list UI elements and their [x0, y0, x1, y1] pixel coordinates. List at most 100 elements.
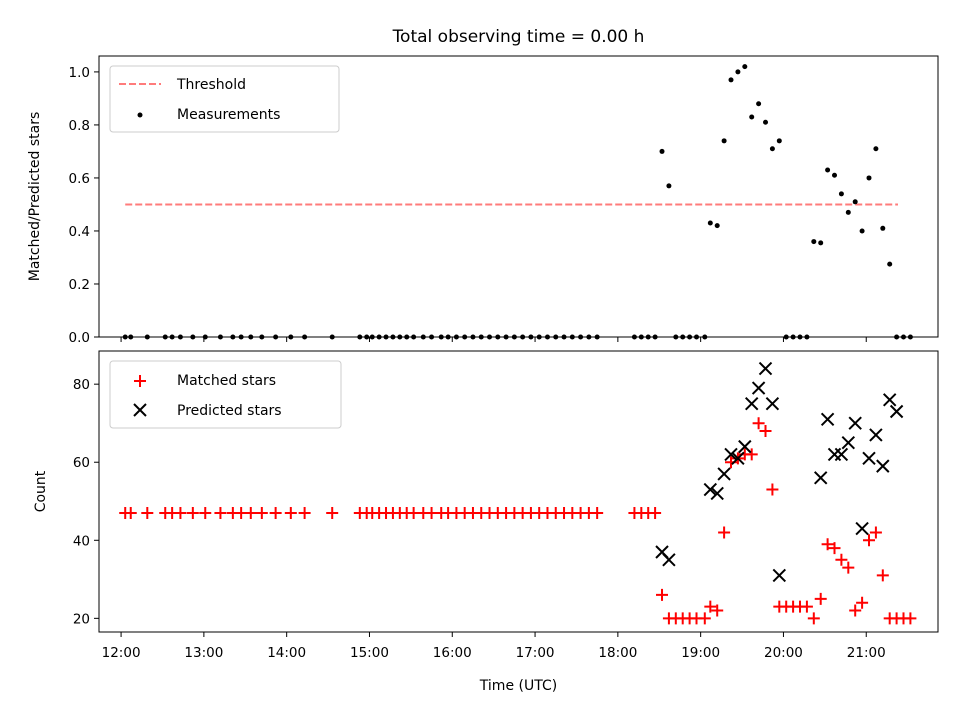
bottom-x-axis-ticks: 12:00 13:00 14:00 15:00 16:00 17:00 18:00 19:00…: [102, 632, 886, 661]
matched-star-point: [698, 612, 711, 625]
predicted-star-point: [738, 439, 752, 454]
measurement-point: [666, 183, 672, 189]
measurement-point: [721, 138, 727, 144]
top-plot-frame: [98, 55, 939, 338]
matched-star-point: [745, 448, 758, 461]
predicted-star-point: [745, 396, 759, 411]
measurement-point: [825, 167, 831, 173]
top-y-tick-label: 0.6: [69, 171, 90, 187]
matched-star-point: [591, 506, 604, 519]
matched-star-point: [766, 483, 779, 496]
matched-star-point: [649, 506, 662, 519]
matched-star-point: [856, 596, 869, 609]
predicted-star-point: [772, 568, 787, 583]
measurement-point: [845, 209, 851, 215]
x-tick-label: 18:00: [598, 645, 637, 661]
matched-star-point: [835, 553, 848, 566]
legend-predicted-label: Predicted stars: [177, 403, 282, 419]
matched-star-point: [849, 604, 862, 617]
top-y-axis-label: Matched/Predicted stars: [27, 112, 43, 282]
measurement-point: [749, 114, 755, 120]
matched-star-point: [174, 506, 187, 519]
x-tick-label: 14:00: [267, 645, 306, 661]
matched-star-point: [869, 526, 882, 539]
x-tick-label: 15:00: [350, 645, 389, 661]
predicted-star-point: [662, 553, 676, 567]
top-y-tick-label: 0.8: [69, 118, 90, 134]
matched-star-point: [718, 526, 731, 539]
bottom-legend-box: [109, 360, 342, 429]
predicted-star-point: [841, 436, 856, 450]
matched-star-point: [876, 569, 889, 582]
top-y-tick-label: 0.2: [69, 277, 90, 293]
matched-star-point: [284, 506, 297, 519]
bottom-y-axis-ticks: 20 40 60 80: [73, 377, 99, 627]
predicted-star-point: [889, 404, 904, 419]
legend-matched-swatch: [134, 375, 146, 387]
legend-measurements-swatch: [137, 112, 143, 118]
measurement-point: [852, 199, 858, 205]
matched-star-point: [828, 542, 841, 555]
matched-star-point: [704, 600, 717, 613]
predicted-star-point: [876, 459, 890, 473]
x-tick-label: 20:00: [764, 645, 803, 661]
matched-star-point: [842, 561, 855, 574]
predicted-star-point: [731, 451, 745, 466]
top-x-axis-ticks: [120, 337, 867, 342]
matched-star-point: [244, 506, 257, 519]
measurement-point: [735, 69, 741, 75]
chart-title: Total observing time = 0.00 h: [392, 27, 645, 47]
measurement-point: [707, 220, 713, 226]
predicted-star-point: [703, 482, 718, 497]
top-y-axis-ticks: 0.0 0.2 0.4 0.6 0.8 1.0: [69, 65, 99, 346]
top-legend: Threshold Measurements: [109, 65, 340, 133]
x-axis-label: Time (UTC): [479, 678, 557, 694]
predicted-star-point: [869, 428, 883, 442]
predicted-star-point: [834, 447, 849, 462]
measurement-point: [659, 148, 665, 154]
measurement-point: [769, 146, 775, 152]
legend-measurements-label: Measurements: [177, 107, 280, 123]
matched-star-point: [800, 600, 813, 613]
measurement-point: [859, 228, 865, 234]
measurement-point: [838, 191, 844, 197]
matched-star-point: [656, 588, 669, 601]
predicted-star-point: [724, 447, 738, 462]
bottom-y-axis-label: Count: [33, 470, 49, 512]
matched-star-point: [214, 506, 227, 519]
matched-star-point: [124, 506, 137, 519]
predicted-star-point: [848, 416, 862, 430]
x-tick-label: 13:00: [184, 645, 223, 661]
matched-star-point: [711, 604, 724, 617]
measurement-point: [714, 223, 720, 229]
legend-threshold-label: Threshold: [176, 77, 246, 93]
matched-star-point: [255, 506, 268, 519]
matched-star-point: [863, 534, 876, 547]
bottom-plot-frame: [98, 350, 939, 633]
top-y-tick-label: 0.4: [69, 224, 90, 240]
x-tick-label: 21:00: [847, 645, 886, 661]
x-tick-label: 19:00: [681, 645, 720, 661]
measurement-point: [880, 225, 886, 231]
bottom-y-tick-label: 60: [73, 455, 90, 471]
measurement-point: [756, 101, 762, 107]
measurement-point: [887, 261, 893, 267]
measurement-point: [776, 138, 782, 144]
matched-star-point: [269, 506, 282, 519]
measurement-point: [763, 119, 769, 125]
top-legend-box: [109, 65, 340, 133]
legend-matched-label: Matched stars: [177, 373, 276, 389]
predicted-star-point: [882, 393, 897, 407]
matched-star-point: [759, 425, 772, 438]
top-y-tick-label: 1.0: [69, 65, 90, 81]
matched-star-point: [752, 417, 765, 430]
matched-star-point: [298, 506, 311, 519]
predicted-star-point: [820, 412, 835, 427]
top-plot-panel: 0.0 0.2 0.4 0.6 0.8 1.0 Matched/Predicted sta…: [27, 55, 939, 346]
top-plot-marks: [122, 64, 913, 340]
measurement-point: [818, 240, 824, 246]
matched-star-point: [807, 612, 820, 625]
matched-star-point: [821, 538, 834, 551]
measurement-point: [728, 77, 734, 83]
